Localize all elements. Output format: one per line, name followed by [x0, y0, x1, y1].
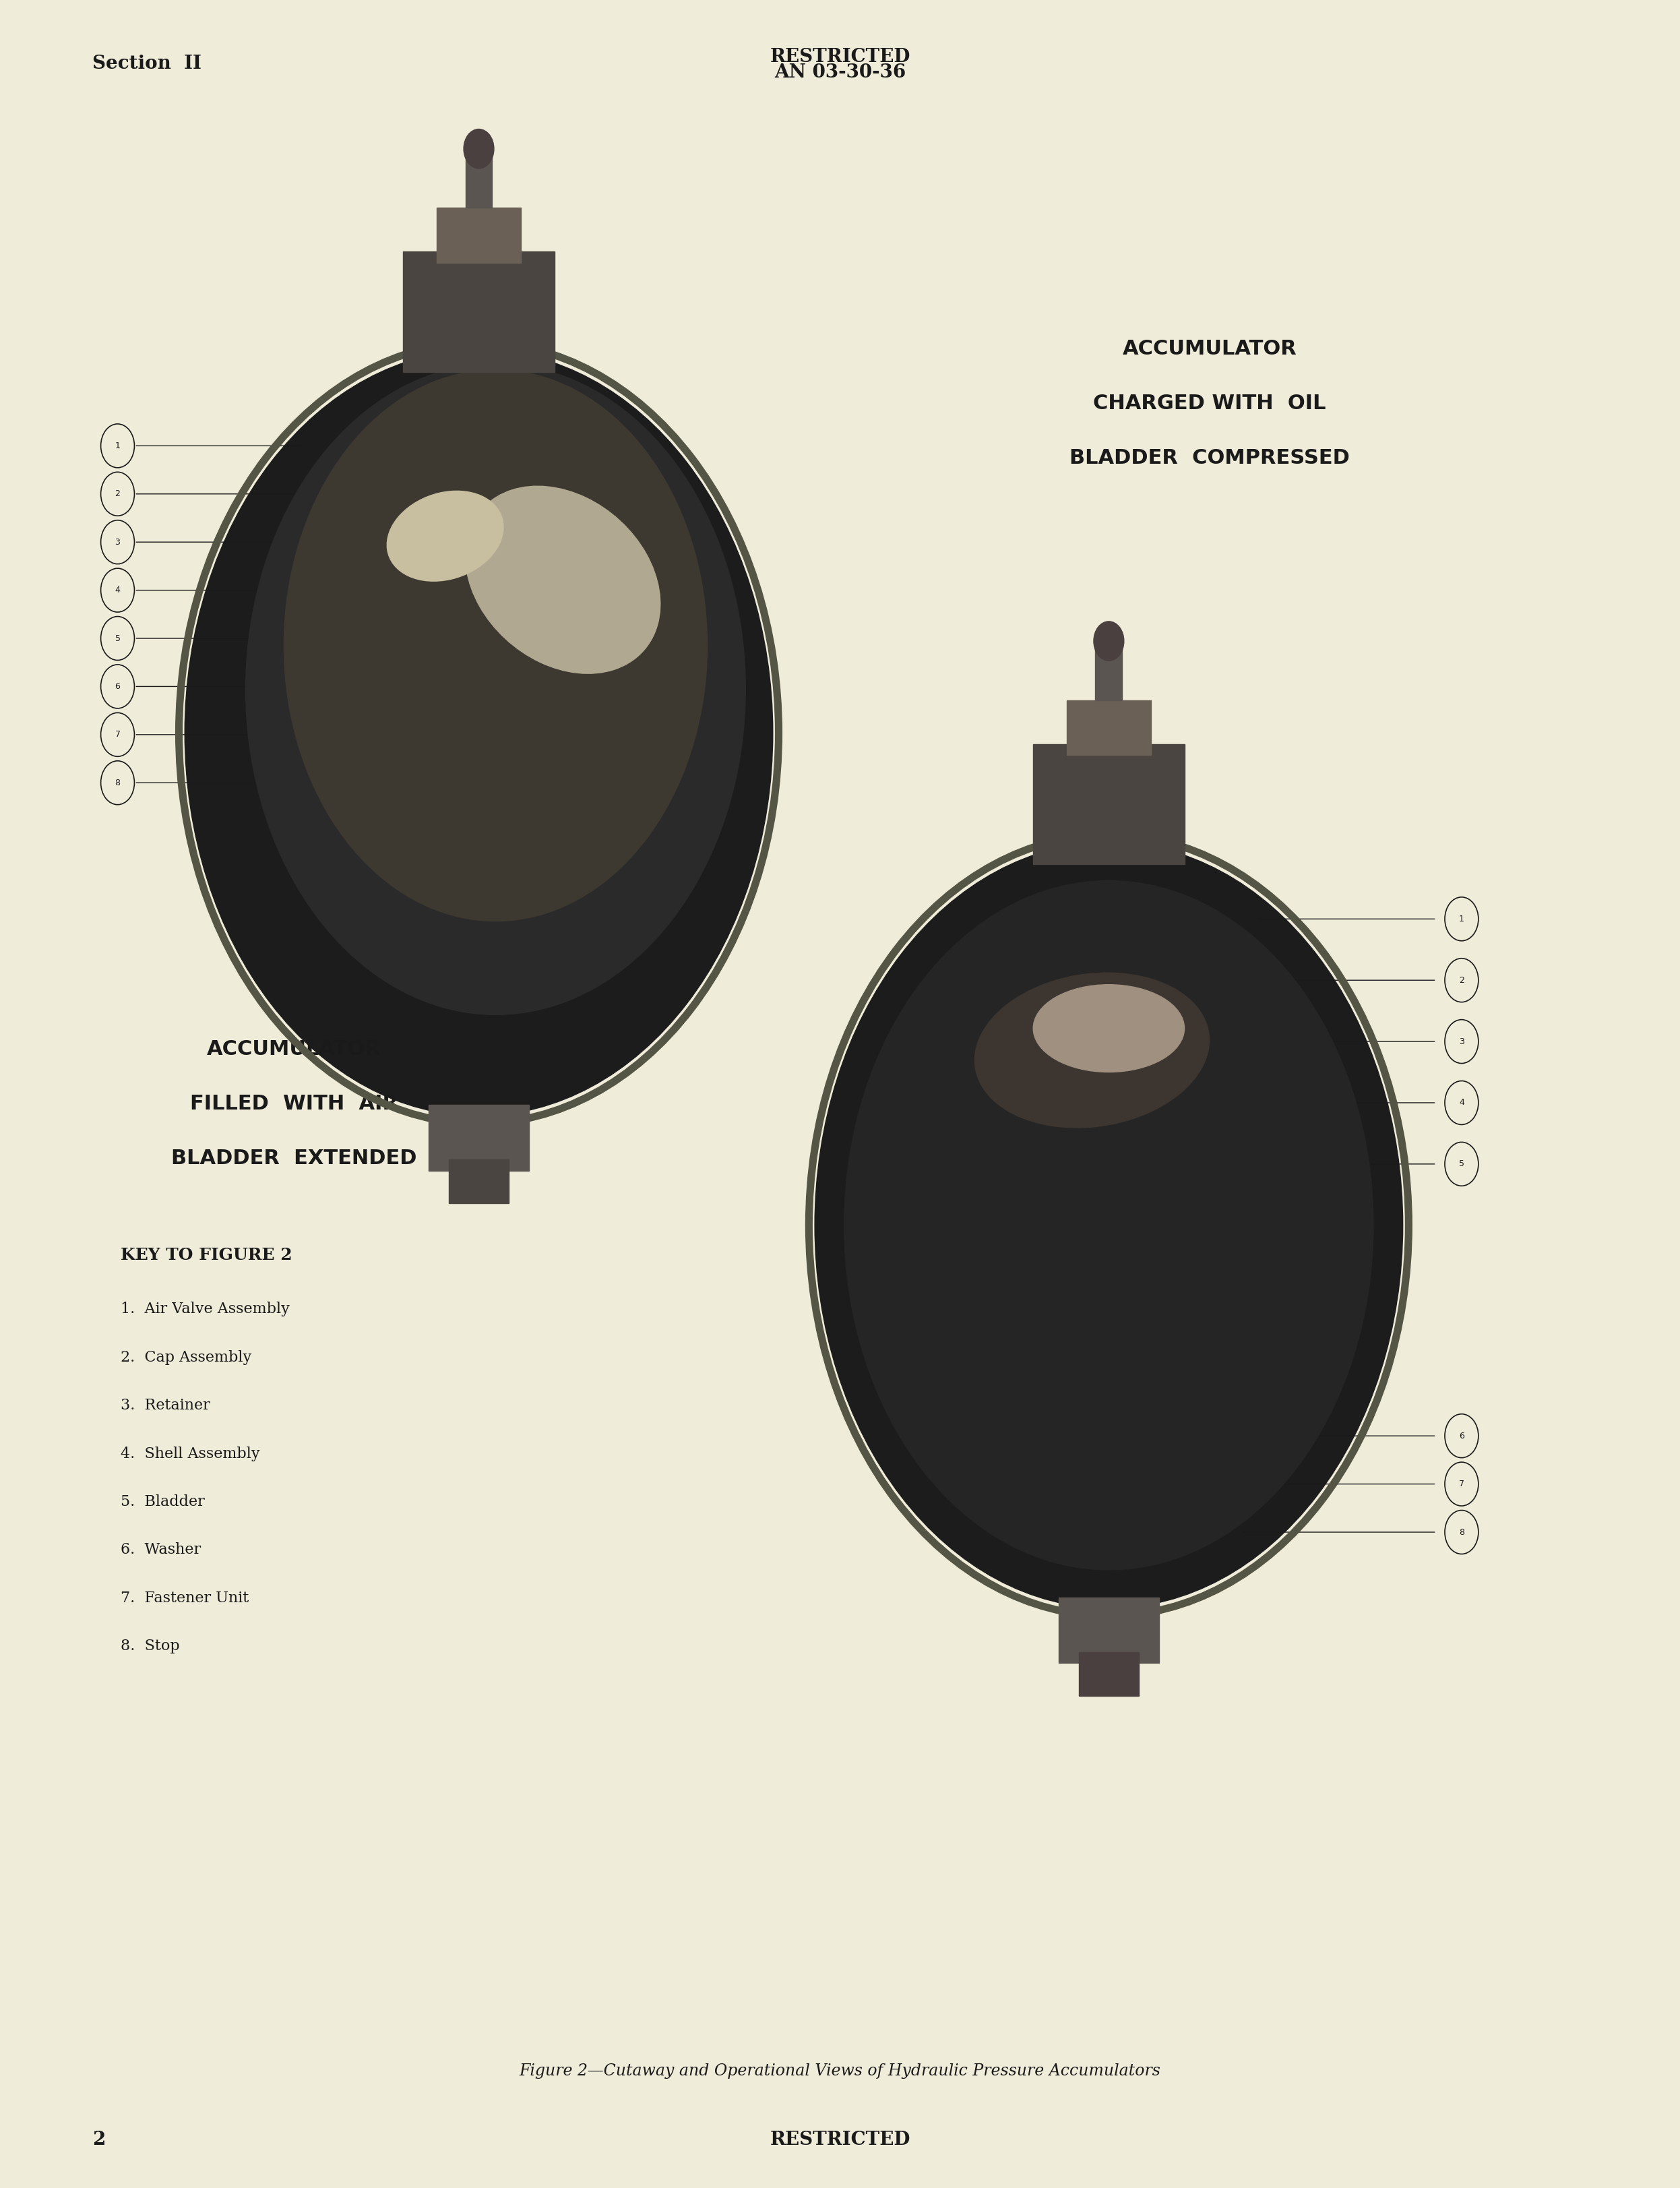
Text: 4: 4: [114, 586, 121, 595]
Text: 5.  Bladder: 5. Bladder: [121, 1494, 205, 1510]
Ellipse shape: [1033, 985, 1184, 1072]
Bar: [1095, 645, 1122, 700]
Text: 3: 3: [114, 538, 121, 547]
Text: 7: 7: [1458, 1479, 1465, 1488]
Text: AN 03-30-36: AN 03-30-36: [774, 63, 906, 81]
Text: 8: 8: [114, 779, 121, 788]
Bar: [403, 252, 554, 372]
Circle shape: [843, 880, 1374, 1571]
Circle shape: [1094, 621, 1124, 661]
Text: BLADDER  EXTENDED: BLADDER EXTENDED: [171, 1149, 417, 1168]
Text: 7.  Fastener Unit: 7. Fastener Unit: [121, 1591, 249, 1606]
Circle shape: [185, 350, 773, 1116]
Text: BLADDER  COMPRESSED: BLADDER COMPRESSED: [1070, 449, 1349, 468]
Text: Figure 2—Cutaway and Operational Views of Hydraulic Pressure Accumulators: Figure 2—Cutaway and Operational Views o…: [519, 2063, 1161, 2079]
Text: 1: 1: [1458, 915, 1465, 923]
Circle shape: [284, 370, 707, 921]
Text: 6.  Washer: 6. Washer: [121, 1543, 202, 1558]
Text: CHARGED WITH  OIL: CHARGED WITH OIL: [1094, 394, 1326, 414]
Bar: [449, 1160, 509, 1203]
Bar: [465, 153, 492, 208]
Text: 8.  Stop: 8. Stop: [121, 1639, 180, 1654]
Bar: [1067, 700, 1151, 755]
Circle shape: [245, 363, 746, 1015]
Bar: [428, 1105, 529, 1171]
Text: 1.  Air Valve Assembly: 1. Air Valve Assembly: [121, 1302, 291, 1317]
Bar: [437, 208, 521, 263]
Text: 2: 2: [1458, 976, 1465, 985]
Text: ACCUMULATOR: ACCUMULATOR: [207, 1039, 381, 1059]
Text: 5: 5: [1458, 1160, 1465, 1168]
Text: RESTRICTED: RESTRICTED: [769, 48, 911, 66]
Circle shape: [464, 129, 494, 168]
Ellipse shape: [465, 486, 660, 674]
Text: 5: 5: [114, 635, 121, 643]
Text: 2: 2: [114, 490, 121, 499]
Text: 2.  Cap Assembly: 2. Cap Assembly: [121, 1350, 252, 1365]
Text: 8: 8: [1458, 1527, 1465, 1536]
Bar: [1058, 1597, 1159, 1663]
Text: 7: 7: [114, 731, 121, 740]
Text: 4: 4: [1458, 1098, 1465, 1107]
Text: FILLED  WITH  AIR: FILLED WITH AIR: [190, 1094, 398, 1114]
Text: KEY TO FIGURE 2: KEY TO FIGURE 2: [121, 1247, 292, 1262]
Ellipse shape: [386, 490, 504, 582]
Text: 6: 6: [114, 683, 121, 691]
Bar: [1033, 744, 1184, 864]
Ellipse shape: [974, 974, 1210, 1127]
Text: ACCUMULATOR: ACCUMULATOR: [1122, 339, 1297, 359]
Circle shape: [815, 842, 1403, 1608]
Text: 3: 3: [1458, 1037, 1465, 1046]
Text: 3.  Retainer: 3. Retainer: [121, 1398, 210, 1413]
Text: Section  II: Section II: [92, 55, 202, 72]
Text: 1: 1: [114, 442, 121, 451]
Text: 6: 6: [1458, 1431, 1465, 1440]
Bar: [1079, 1652, 1139, 1696]
Text: RESTRICTED: RESTRICTED: [769, 2131, 911, 2149]
Text: 2: 2: [92, 2131, 106, 2149]
Text: 4.  Shell Assembly: 4. Shell Assembly: [121, 1446, 260, 1462]
